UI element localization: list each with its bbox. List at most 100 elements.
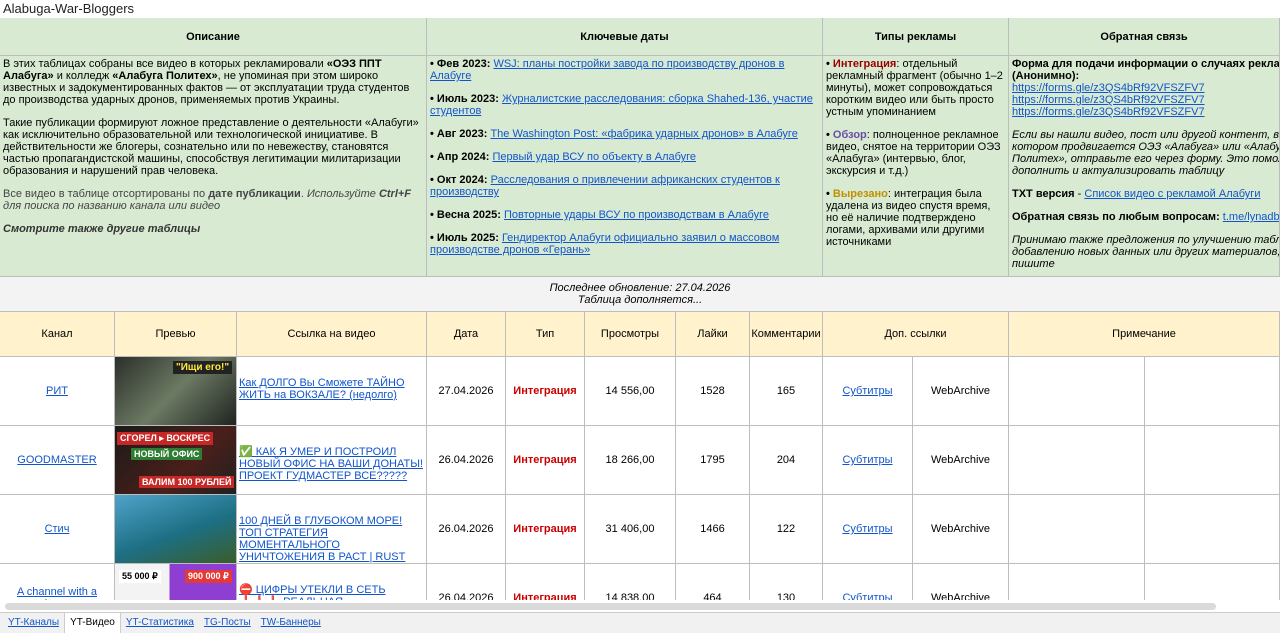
column-header: Просмотры [585,312,676,357]
sheet-tab[interactable]: TG-Посты [203,617,251,628]
ad-type: • Вырезано: интеграция была удалена из в… [826,188,1005,248]
archive: WebArchive [930,454,991,466]
video-link[interactable]: 100 ДНЕЙ В ГЛУБОКОМ МОРЕ! ТОП СТРАТЕГИЯ … [239,515,406,563]
date-link[interactable]: Расследования о привлечении африканских … [430,174,780,198]
likes: 1528 [700,385,725,397]
note-cell [1145,495,1280,564]
column-header: Комментарии [750,312,823,357]
date: 26.04.2026 [438,523,494,535]
date: • Фев 2023: [430,58,491,70]
form-links: https://forms.gle/z3QS4bRf92VFSZFV7 https… [1012,82,1279,118]
sheet-grid: Описание Ключевые даты Типы рекламы Обра… [0,18,1280,600]
date-link[interactable]: Гендиректор Алабуги официально заявил о … [430,232,780,256]
thumbnail-text: НОВЫЙ ОФИС [131,448,203,460]
subtitles-link[interactable]: Субтитры [842,454,893,466]
info-header: Типы рекламы [823,18,1009,56]
feedback-cell: Форма для подачи информации о случаях ре… [1009,56,1280,277]
date-entry: • Авг 2023: The Washington Post: «фабрик… [430,128,819,140]
title-wrap: ✅ КАК Я УМЕР И ПОСТРОИЛ НОВЫЙ ОФИС НА ВА… [237,426,426,482]
ad-type-text: : полноценное рекламное видео, снятое на… [826,129,1001,177]
thumbnail[interactable]: СГОРЕЛ ▸ ВОСКРЕС НОВЫЙ ОФИС ВАЛИМ 100 РУБЛ… [115,426,236,494]
archive-cell: WebArchive [913,495,1009,564]
thumbnail[interactable]: 55 000 ₽ 900 000 ₽ [115,564,236,600]
date-link[interactable]: Журналистские расследования: сборка Shah… [430,93,813,117]
video-link[interactable]: ✅ КАК Я УМЕР И ПОСТРОИЛ НОВЫЙ ОФИС НА ВА… [239,446,423,482]
archive: WebArchive [930,523,991,535]
column-header: Лайки [676,312,750,357]
sheet-tabs: YT-Каналы YT-Видео YT-Статистика TG-Посты TW… [0,612,1280,633]
type: Интеграция [513,592,577,600]
subtitles-cell: Субтитры [823,426,913,495]
info-header: Описание [0,18,427,56]
sheet-tab[interactable]: TW-Баннеры [260,617,321,628]
sheet-tab[interactable]: YT-Статистика [125,617,194,628]
date-link[interactable]: Повторные удары ВСУ по производствам в А… [503,209,769,221]
likes: 1466 [700,523,725,535]
video-link[interactable]: Как ДОЛГО Вы Сможете ТАЙНО ЖИТЬ на ВОКЗА… [239,377,405,401]
date-link[interactable]: Первый удар ВСУ по объекту в Алабуге [492,151,697,163]
text: - [1074,188,1085,200]
sheet-tab[interactable]: YT-Видео [64,613,121,633]
paragraph: Такие публикации формируют ложное предст… [3,117,419,177]
preview-cell: "Ищи его!" [115,357,237,426]
subtitles-link[interactable]: Субтитры [842,385,893,397]
channel-link[interactable]: Стич [44,523,70,535]
channel-link[interactable]: A channel with a complex name - [16,586,98,600]
bullet: • [826,58,833,70]
link[interactable]: Список видео с рекламой Алабуги [1084,188,1261,200]
column-header: Канал [0,312,115,357]
form-link[interactable]: https://forms.gle/z3QS4bRf92VFSZFV7 [1012,106,1205,118]
date-link[interactable]: WSJ: планы постройки завода по производс… [430,58,785,82]
thumbnail[interactable] [115,495,236,563]
subtitles-link[interactable]: Субтитры [842,592,893,600]
archive-cell: WebArchive [913,564,1009,600]
note-cell [1009,564,1145,600]
archive-cell: WebArchive [913,357,1009,426]
column-header: Примечание [1009,312,1280,357]
ad-type-text: : интеграция была удалена из видео спуст… [826,188,991,248]
text: . [300,188,307,200]
subtitles-link[interactable]: Субтитры [842,523,893,535]
form-title: Форма для подачи информации о случаях ре… [1012,58,1280,82]
text: и колледж [53,70,113,82]
views-cell: 14 838,00 [585,564,676,600]
dates-cell: • Фев 2023: WSJ: планы постройки завода … [427,56,823,277]
form-link[interactable]: https://forms.gle/z3QS4bRf92VFSZFV7 [1012,94,1205,106]
channel-cell: GOODMASTER [0,426,115,495]
views: 18 266,00 [605,454,655,466]
form-link[interactable]: https://forms.gle/z3QS4bRf92VFSZFV7 [1012,82,1205,94]
sheet-tab[interactable]: YT-Каналы [8,617,60,628]
notice-line: Таблица дополняется... [577,294,703,306]
likes: 1795 [700,454,725,466]
video-link[interactable]: ⛔ ЦИФРЫ УТЕКЛИ В СЕТЬ ❗❗❗ РЕАЛЬНАЯ СЕБЕС… [239,584,386,600]
comments: 122 [776,523,796,535]
title-cell: ✅ КАК Я УМЕР И ПОСТРОИЛ НОВЫЙ ОФИС НА ВА… [237,426,427,495]
thumbnail[interactable]: "Ищи его!" [115,357,236,425]
link[interactable]: t.me/lynadb_8 [1222,211,1280,223]
title-wrap: ⛔ ЦИФРЫ УТЕКЛИ В СЕТЬ ❗❗❗ РЕАЛЬНАЯ СЕБЕС… [237,564,426,600]
text: дате публикации [208,188,301,200]
views-cell: 31 406,00 [585,495,676,564]
text: «Алабуга Политех» [112,70,218,82]
likes-cell: 1528 [676,357,750,426]
document-title: Alabuga-War-Bloggers [3,1,135,16]
info-header: Ключевые даты [427,18,823,56]
column-header: Ссылка на видео [237,312,427,357]
date-entry: • Июль 2025: Гендиректор Алабуги официал… [430,232,819,256]
text: «ОЭЗ ППТ Алабуга» [3,58,382,82]
channel-link[interactable]: GOODMASTER [17,454,97,466]
paragraph: В этих таблицах собраны все видео в кото… [3,58,423,106]
bullet: • [826,188,833,200]
channel-link[interactable]: РИТ [46,385,68,397]
link-line: https://forms.gle/z3QS4bRf92VFSZFV7 [1012,94,1279,106]
title-wrap: Как ДОЛГО Вы Сможете ТАЙНО ЖИТЬ на ВОКЗА… [237,357,426,401]
scrollbar-thumb[interactable] [5,603,1216,610]
note-cell [1009,495,1145,564]
date-cell: 27.04.2026 [427,357,506,426]
bullet: • [826,129,833,141]
comments-cell: 130 [750,564,823,600]
subtitles-cell: Субтитры [823,357,913,426]
date-link[interactable]: The Washington Post: «фабрика ударных др… [490,128,798,140]
thumbnail-text: 55 000 ₽ [119,570,161,583]
date: 27.04.2026 [438,385,494,397]
